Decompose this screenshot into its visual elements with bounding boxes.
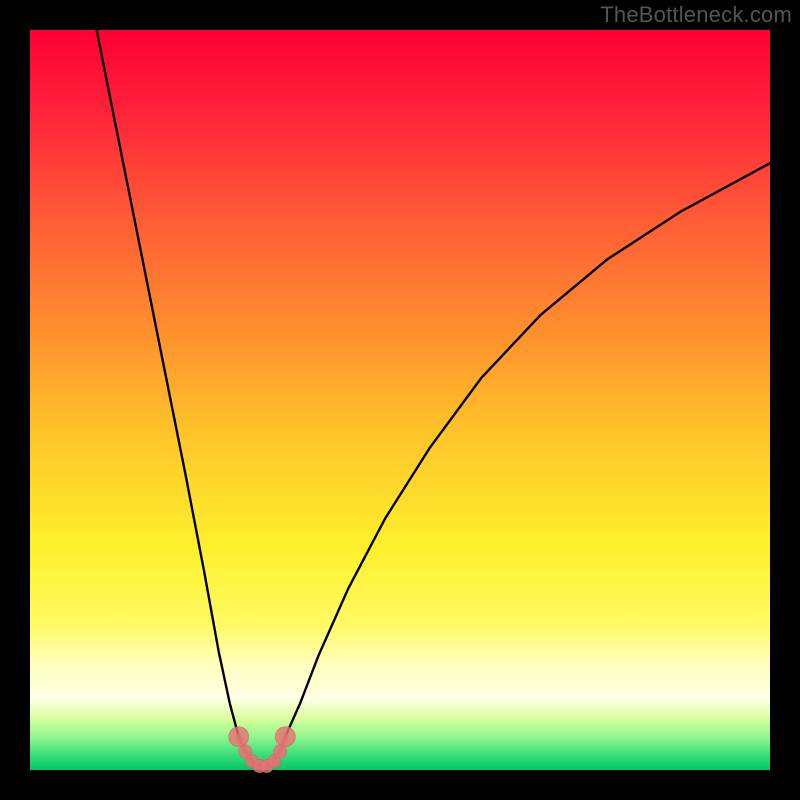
chart-stage: TheBottleneck.com — [0, 0, 800, 800]
watermark-text: TheBottleneck.com — [600, 2, 792, 28]
plot-area — [30, 30, 770, 770]
